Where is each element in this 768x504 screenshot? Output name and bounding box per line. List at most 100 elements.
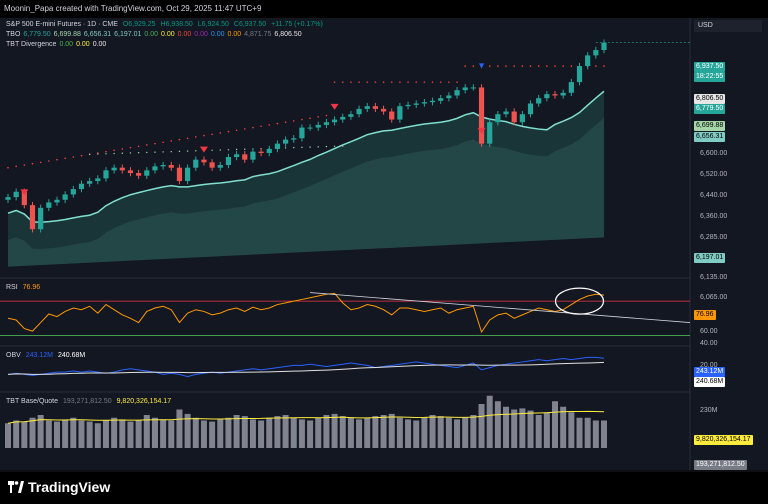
tbo-value: 6,656.31 (83, 31, 112, 38)
support-dot (195, 150, 197, 152)
price-tick-label: 6,135.00 (700, 274, 728, 281)
tbo-legend[interactable]: TBO 6,779.50 6,699.88 6,656.31 6,197.01 0.00 0… (6, 31, 305, 38)
support-dot (88, 153, 91, 156)
candle-body (95, 178, 101, 182)
tbt-divergence-legend[interactable]: TBT Divergence 0.00 0.00 0.00 (6, 41, 109, 48)
volume-bar (233, 415, 240, 448)
resistance-dot (513, 65, 515, 67)
volume-bar (111, 417, 118, 448)
resistance-dot (374, 81, 377, 83)
support-dot (244, 148, 246, 150)
candle-body (127, 170, 134, 174)
chart-svg[interactable] (0, 18, 768, 470)
resistance-dot (105, 150, 107, 153)
rsi-tick-label: 40.00 (700, 340, 718, 347)
resistance-dot (64, 157, 66, 160)
obv-legend[interactable]: OBV 243.12M 240.68M (6, 352, 88, 359)
resistance-dot (48, 160, 50, 162)
support-dot (333, 145, 336, 147)
candle-body (348, 114, 354, 117)
obv-label[interactable]: OBV (6, 352, 21, 359)
resistance-dot (595, 65, 597, 67)
rsi-legend[interactable]: RSI 76.96 (6, 284, 43, 291)
candle-body (380, 108, 387, 112)
candle-body (478, 87, 485, 144)
resistance-dot (439, 81, 442, 83)
volume-bar (184, 413, 191, 448)
volume-bar (249, 419, 256, 448)
volume-bar (380, 415, 387, 448)
buy-signal-arrow (479, 63, 485, 69)
volume-bar (568, 412, 575, 448)
close-value: C6,937.50 (233, 21, 267, 28)
resistance-dot (366, 81, 369, 83)
resistance-dot (399, 81, 401, 83)
sell-signal-triangle (199, 146, 208, 153)
resistance-dot (309, 117, 311, 120)
resistance-dot (260, 125, 262, 128)
tbo-label[interactable]: TBO (6, 31, 21, 38)
volume-bar (143, 415, 150, 448)
resistance-dot (219, 132, 222, 134)
candle-body (266, 148, 272, 153)
rsi-label[interactable]: RSI (6, 284, 18, 291)
resistance-dot (488, 65, 491, 67)
resistance-dot (23, 164, 26, 166)
rsi-trendline (310, 292, 691, 323)
symbol-title[interactable]: S&P 500 E-mini Futures · 1D · CME (6, 21, 118, 28)
support-dot (178, 150, 181, 153)
candle-body (299, 127, 305, 139)
price-tick-label: 6,440.00 (700, 192, 728, 199)
candle-body (560, 92, 566, 96)
candle-body (364, 106, 370, 109)
resistance-dot (7, 166, 9, 169)
volume-bar (45, 420, 52, 448)
support-dot (227, 149, 230, 151)
obv-value-1: 243.12M (25, 352, 53, 359)
candle-body (209, 162, 215, 168)
volume-bar (86, 421, 93, 448)
price-tick-label: 6,285.00 (700, 234, 728, 241)
tbo-value: 0.00 (144, 31, 159, 38)
volume-bar (5, 423, 11, 448)
tbt-divergence-value: 0.00 (76, 41, 90, 48)
low-value: L6,924.50 (197, 21, 229, 28)
support-dot (146, 151, 148, 154)
attribution-bar: Moonin_Papa created with TradingView.com… (0, 0, 768, 18)
candle-body (5, 197, 11, 200)
volume-bar (315, 417, 322, 448)
tbt-bq-label[interactable]: TBT Base/Quote (6, 398, 59, 405)
volume-bar (503, 406, 510, 448)
candle-body (470, 87, 476, 89)
candle-body (487, 122, 493, 144)
volume-bar (307, 420, 314, 448)
candle-body (38, 207, 44, 230)
rsi-line (7, 292, 605, 334)
volume-bar (511, 409, 518, 448)
currency-label[interactable]: USD (694, 20, 762, 32)
candle-body (225, 156, 232, 166)
resistance-dot (358, 81, 360, 83)
tbo-value: 6,197.01 (114, 31, 142, 38)
support-dot (325, 145, 328, 148)
candle-body (315, 124, 321, 128)
support-dot (309, 146, 311, 148)
candle-body (62, 194, 68, 200)
candle-body (323, 122, 330, 125)
tbt-base-quote-legend[interactable]: TBT Base/Quote 193,271,812.50 9,820,326,… (6, 398, 174, 405)
rsi-tick-label: 60.00 (700, 328, 718, 335)
tbt-divergence-label[interactable]: TBT Divergence (6, 41, 57, 48)
volume-bar (576, 417, 583, 448)
symbol-legend[interactable]: S&P 500 E-mini Futures · 1D · CME O6,929… (6, 21, 326, 28)
resistance-dot (129, 146, 132, 149)
price-scale-pill: 6,779.50 (694, 104, 726, 114)
candle-body (193, 159, 199, 168)
candle-body (495, 114, 501, 123)
candle-body (185, 167, 191, 182)
tbo-value: 0.00 (227, 31, 242, 38)
rsi-highlight-circle (554, 287, 605, 315)
chart-area[interactable]: S&P 500 E-mini Futures · 1D · CME O6,929… (0, 18, 768, 483)
attribution-text: Moonin_Papa created with TradingView.com… (4, 4, 262, 13)
tbt-bq-value-1: 193,271,812.50 (62, 398, 112, 405)
volume-bar (225, 417, 232, 448)
